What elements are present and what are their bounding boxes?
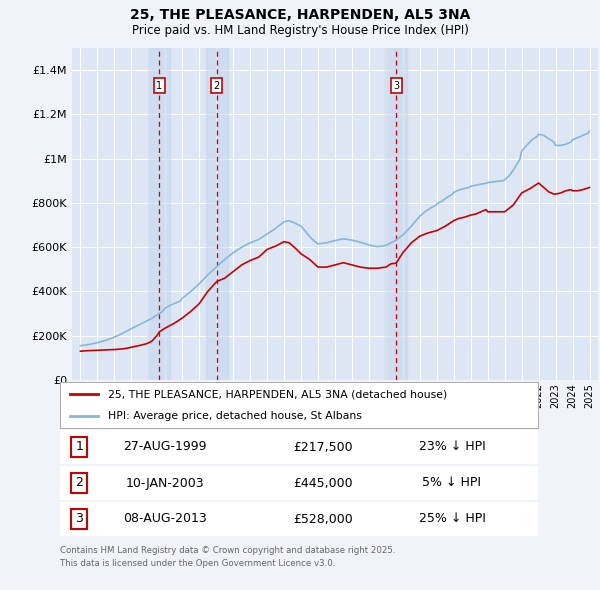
Bar <box>148 48 170 380</box>
Text: 23% ↓ HPI: 23% ↓ HPI <box>419 441 485 454</box>
Text: HPI: Average price, detached house, St Albans: HPI: Average price, detached house, St A… <box>108 411 362 421</box>
Text: 10-JAN-2003: 10-JAN-2003 <box>126 477 205 490</box>
Text: Price paid vs. HM Land Registry's House Price Index (HPI): Price paid vs. HM Land Registry's House … <box>131 24 469 37</box>
Text: 5% ↓ HPI: 5% ↓ HPI <box>422 477 481 490</box>
Bar <box>206 48 228 380</box>
Text: 2: 2 <box>214 81 220 91</box>
Text: £445,000: £445,000 <box>293 477 353 490</box>
Text: Contains HM Land Registry data © Crown copyright and database right 2025.
This d: Contains HM Land Registry data © Crown c… <box>60 546 395 568</box>
Text: 25, THE PLEASANCE, HARPENDEN, AL5 3NA (detached house): 25, THE PLEASANCE, HARPENDEN, AL5 3NA (d… <box>108 389 447 399</box>
Text: 1: 1 <box>75 441 83 454</box>
Text: £217,500: £217,500 <box>293 441 353 454</box>
Text: 3: 3 <box>393 81 399 91</box>
Text: 25% ↓ HPI: 25% ↓ HPI <box>419 513 485 526</box>
Text: 25, THE PLEASANCE, HARPENDEN, AL5 3NA: 25, THE PLEASANCE, HARPENDEN, AL5 3NA <box>130 8 470 22</box>
Text: 2: 2 <box>75 477 83 490</box>
Text: 27-AUG-1999: 27-AUG-1999 <box>124 441 207 454</box>
Bar <box>385 48 407 380</box>
Text: 1: 1 <box>157 81 163 91</box>
Text: 3: 3 <box>75 513 83 526</box>
Text: £528,000: £528,000 <box>293 513 353 526</box>
Text: 08-AUG-2013: 08-AUG-2013 <box>123 513 207 526</box>
